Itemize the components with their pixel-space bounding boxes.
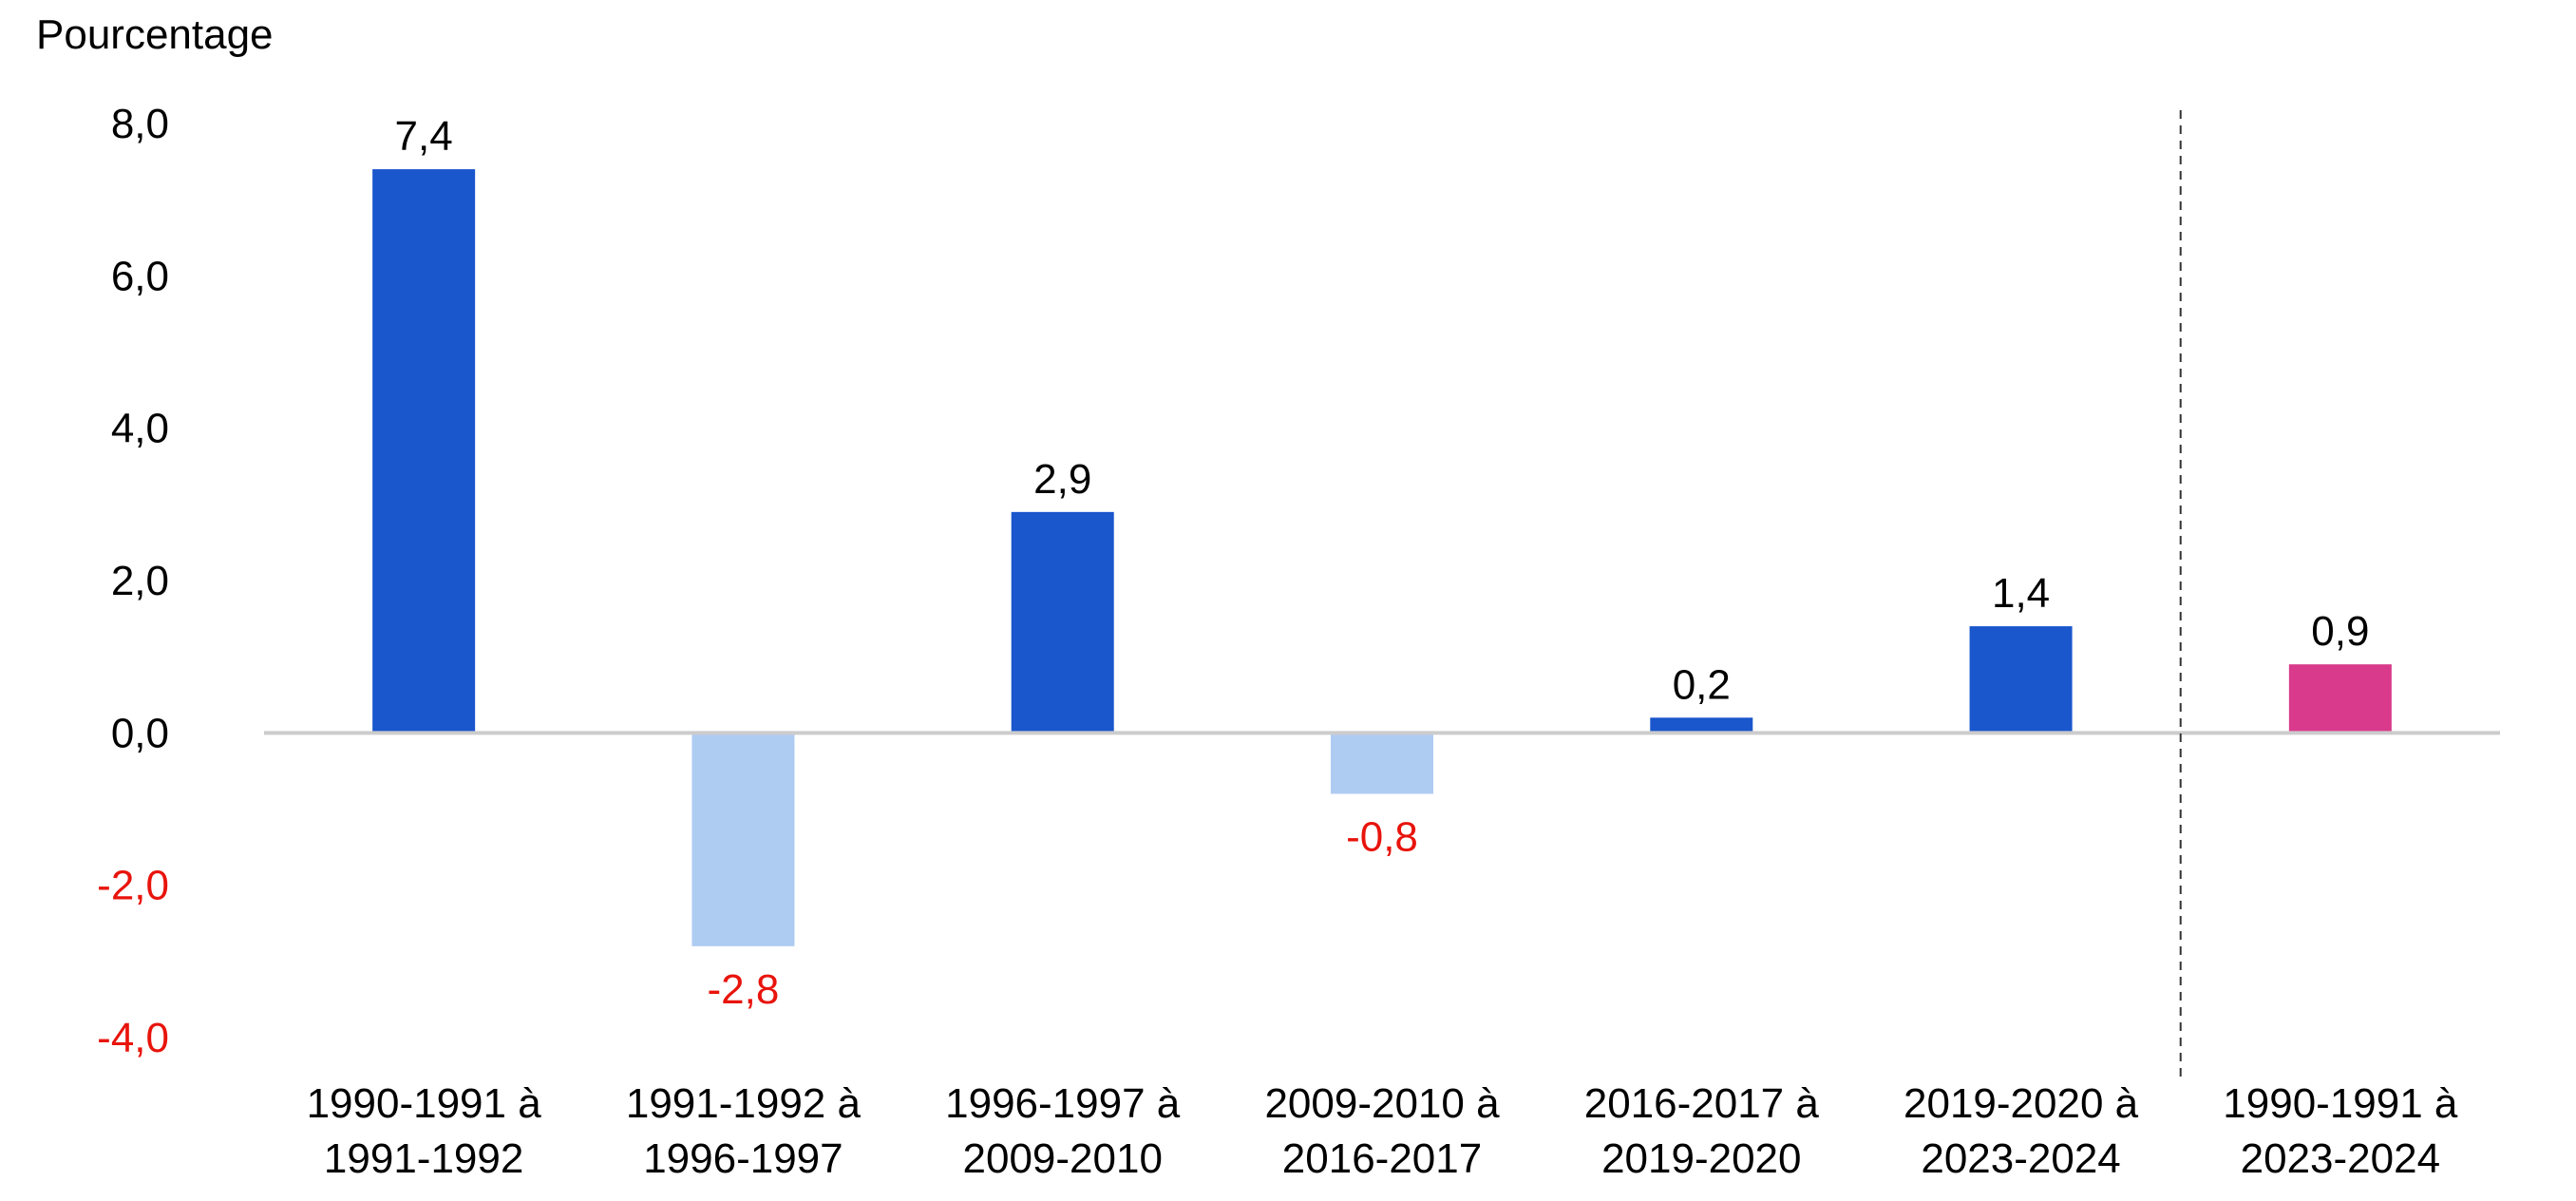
category-label-5-line-1: 2023-2024 bbox=[1921, 1135, 2120, 1182]
bar-0 bbox=[372, 169, 476, 734]
data-label-5: 1,4 bbox=[1992, 570, 2050, 617]
data-label-4: 0,2 bbox=[1673, 661, 1731, 708]
category-label-1-line-1: 1996-1997 bbox=[643, 1135, 843, 1182]
category-label-3-line-0: 2009-2010 à bbox=[1264, 1080, 1500, 1127]
y-tick-label-4: 0,0 bbox=[111, 710, 169, 756]
category-label-6-line-1: 2023-2024 bbox=[2241, 1135, 2440, 1182]
bar-6 bbox=[2288, 664, 2392, 734]
category-label-2-line-1: 2009-2010 bbox=[963, 1135, 1163, 1182]
data-label-3: -0,8 bbox=[1346, 813, 1418, 860]
bar-3 bbox=[1331, 733, 1433, 794]
bar-2 bbox=[1011, 511, 1114, 734]
category-label-0-line-1: 1991-1992 bbox=[324, 1135, 523, 1182]
data-label-2: 2,9 bbox=[1033, 456, 1091, 503]
y-tick-label-0: 8,0 bbox=[111, 101, 169, 147]
y-tick-label-6: -4,0 bbox=[97, 1015, 169, 1061]
category-label-5-line-0: 2019-2020 à bbox=[1904, 1080, 2139, 1127]
bar-4 bbox=[1650, 717, 1753, 734]
y-tick-label-3: 2,0 bbox=[111, 558, 169, 604]
category-label-0-line-0: 1990-1991 à bbox=[307, 1080, 542, 1127]
y-tick-label-2: 4,0 bbox=[111, 406, 169, 452]
category-label-3-line-1: 2016-2017 bbox=[1282, 1135, 1482, 1182]
data-label-1: -2,8 bbox=[708, 966, 780, 1013]
y-axis-unit-label: Pourcentage bbox=[36, 11, 274, 58]
category-label-4-line-1: 2019-2020 bbox=[1601, 1135, 1801, 1182]
bar-1 bbox=[691, 733, 795, 946]
bar-5 bbox=[1969, 626, 2073, 734]
y-tick-label-1: 6,0 bbox=[111, 253, 169, 299]
category-label-4-line-0: 2016-2017 à bbox=[1584, 1080, 1820, 1127]
data-label-6: 0,9 bbox=[2311, 608, 2369, 655]
category-label-2-line-0: 1996-1997 à bbox=[945, 1080, 1181, 1127]
category-label-1-line-0: 1991-1992 à bbox=[626, 1080, 862, 1127]
category-label-6-line-0: 1990-1991 à bbox=[2223, 1080, 2458, 1127]
data-label-0: 7,4 bbox=[395, 113, 453, 160]
y-tick-label-5: -2,0 bbox=[97, 863, 169, 909]
